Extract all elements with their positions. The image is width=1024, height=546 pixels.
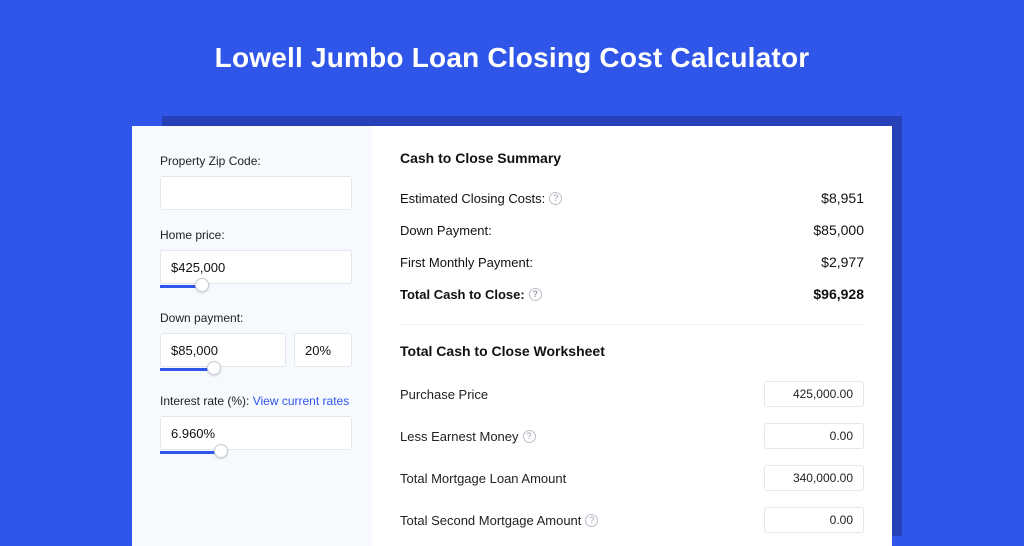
- worksheet-row-label: Purchase Price: [400, 387, 488, 402]
- worksheet-row-value[interactable]: 425,000.00: [764, 381, 864, 407]
- help-icon[interactable]: ?: [549, 192, 562, 205]
- inputs-sidebar: Property Zip Code: Home price: Down paym…: [132, 126, 372, 546]
- zip-field-group: Property Zip Code:: [160, 154, 352, 210]
- summary-row-label: Estimated Closing Costs:: [400, 191, 545, 206]
- worksheet-row: Less Earnest Money ? 0.00: [400, 415, 864, 457]
- worksheet-row-value[interactable]: 0.00: [764, 507, 864, 533]
- zip-label: Property Zip Code:: [160, 154, 352, 168]
- summary-row-label: First Monthly Payment:: [400, 255, 533, 270]
- worksheet-row-value[interactable]: 0.00: [764, 423, 864, 449]
- down-payment-label: Down payment:: [160, 311, 352, 325]
- home-price-label: Home price:: [160, 228, 352, 242]
- slider-thumb[interactable]: [207, 361, 221, 375]
- help-icon[interactable]: ?: [523, 430, 536, 443]
- summary-row: First Monthly Payment: $2,977: [400, 246, 864, 278]
- calculator-card: Property Zip Code: Home price: Down paym…: [132, 126, 892, 546]
- slider-thumb[interactable]: [195, 278, 209, 292]
- worksheet-row-value[interactable]: 340,000.00: [764, 465, 864, 491]
- summary-row-label: Down Payment:: [400, 223, 492, 238]
- interest-rate-label: Interest rate (%):: [160, 394, 249, 408]
- view-rates-link[interactable]: View current rates: [253, 394, 350, 408]
- summary-panel: Cash to Close Summary Estimated Closing …: [372, 126, 892, 546]
- home-price-input[interactable]: [160, 250, 352, 284]
- worksheet-row-label: Total Mortgage Loan Amount: [400, 471, 566, 486]
- home-price-field-group: Home price:: [160, 228, 352, 293]
- slider-track: [160, 368, 214, 371]
- down-payment-pct-input[interactable]: [294, 333, 352, 367]
- summary-row-total: Total Cash to Close: ? $96,928: [400, 278, 864, 310]
- summary-row-value: $96,928: [813, 286, 864, 302]
- worksheet-title: Total Cash to Close Worksheet: [400, 343, 864, 359]
- zip-input[interactable]: [160, 176, 352, 210]
- summary-row: Estimated Closing Costs: ? $8,951: [400, 182, 864, 214]
- interest-rate-field-group: Interest rate (%): View current rates: [160, 394, 352, 459]
- page-title: Lowell Jumbo Loan Closing Cost Calculato…: [0, 0, 1024, 96]
- interest-rate-input[interactable]: [160, 416, 352, 450]
- summary-row-value: $2,977: [821, 254, 864, 270]
- summary-row-value: $85,000: [813, 222, 864, 238]
- summary-row-label: Total Cash to Close:: [400, 287, 525, 302]
- worksheet-section: Total Cash to Close Worksheet Purchase P…: [400, 324, 864, 541]
- summary-title: Cash to Close Summary: [400, 150, 864, 166]
- summary-row: Down Payment: $85,000: [400, 214, 864, 246]
- worksheet-row: Total Second Mortgage Amount ? 0.00: [400, 499, 864, 541]
- help-icon[interactable]: ?: [529, 288, 542, 301]
- slider-thumb[interactable]: [214, 444, 228, 458]
- down-payment-input[interactable]: [160, 333, 286, 367]
- help-icon[interactable]: ?: [585, 514, 598, 527]
- interest-rate-label-row: Interest rate (%): View current rates: [160, 394, 352, 408]
- slider-track: [160, 451, 221, 454]
- worksheet-row: Purchase Price 425,000.00: [400, 373, 864, 415]
- summary-row-value: $8,951: [821, 190, 864, 206]
- down-payment-field-group: Down payment:: [160, 311, 352, 376]
- worksheet-row: Total Mortgage Loan Amount 340,000.00: [400, 457, 864, 499]
- worksheet-row-label: Total Second Mortgage Amount: [400, 513, 581, 528]
- worksheet-row-label: Less Earnest Money: [400, 429, 519, 444]
